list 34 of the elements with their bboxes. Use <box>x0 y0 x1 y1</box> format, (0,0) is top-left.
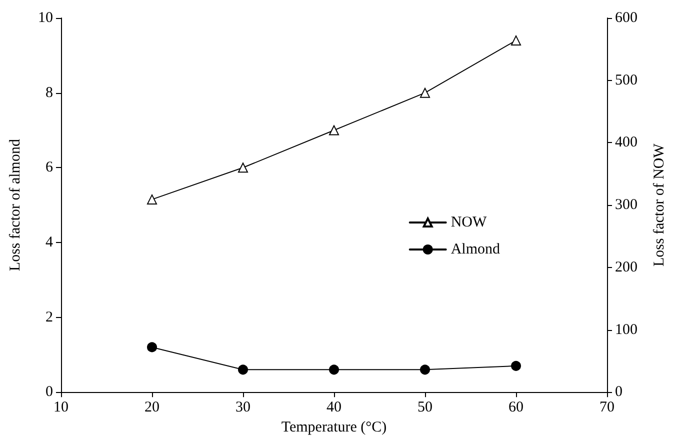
point <box>329 125 339 136</box>
x-tick-label: 40 <box>326 400 342 416</box>
x-tick-label: 50 <box>418 400 432 416</box>
y2-tick-label: 400 <box>615 134 638 151</box>
y2-axis-title: Loss factor of NOW <box>652 142 668 266</box>
y-tick-label: 4 <box>46 234 54 250</box>
legend-label: NOW <box>450 214 488 230</box>
point <box>238 364 248 375</box>
y2-tick-label: 100 <box>615 322 638 338</box>
y-tick-label: 2 <box>46 309 53 326</box>
point <box>420 364 430 375</box>
point <box>329 364 339 375</box>
legend-label: Almond <box>450 242 500 258</box>
y2-tick-label: 200 <box>615 259 638 276</box>
point <box>147 194 157 204</box>
point <box>420 88 430 98</box>
y2-tick-label: 300 <box>615 197 638 214</box>
point <box>147 342 157 352</box>
y-tick-label: 10 <box>38 10 53 26</box>
point <box>511 35 521 46</box>
y-tick-label: 8 <box>46 84 53 101</box>
y-tick-label: 6 <box>46 160 54 176</box>
y-axis-title: Loss factor of almond <box>8 138 24 272</box>
y2-tick-label: 0 <box>615 384 622 400</box>
point <box>511 360 521 371</box>
y2-tick-label: 600 <box>615 10 638 26</box>
x-tick-label: 70 <box>600 400 614 416</box>
y-tick-label: 0 <box>46 384 53 400</box>
point <box>238 162 248 173</box>
x-axis-title: Temperature (°C) <box>281 420 387 436</box>
y2-tick-label: 500 <box>615 72 638 88</box>
x-tick-label: 60 <box>508 400 524 416</box>
x-tick-label: 20 <box>144 400 160 416</box>
x-tick-label: 30 <box>236 400 250 416</box>
